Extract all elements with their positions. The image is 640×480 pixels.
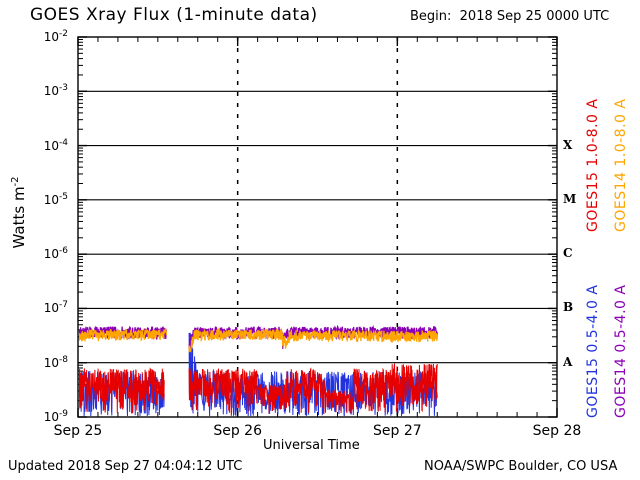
flare-class-label-m: M <box>563 191 577 206</box>
y-tick-label: 10-4 <box>22 138 68 153</box>
flare-class-label-b: B <box>563 300 574 315</box>
flare-class-label-c: C <box>563 246 573 261</box>
y-tick-exponent: -4 <box>59 137 68 148</box>
flare-class-label-x: X <box>563 137 573 152</box>
y-tick-mantissa: 10 <box>43 301 60 316</box>
x-tick-label: Sep 28 <box>532 423 582 439</box>
begin-time-label: Begin: 2018 Sep 25 0000 UTC <box>410 9 610 24</box>
y-tick-exponent: -5 <box>59 191 68 202</box>
y-tick-exponent: -7 <box>59 300 68 311</box>
y-tick-exponent: -9 <box>59 409 68 419</box>
legend-goes15-long: GOES15 1.0-8.0 A <box>585 98 601 232</box>
y-tick-mantissa: 10 <box>43 192 60 207</box>
y-tick-mantissa: 10 <box>43 30 60 44</box>
y-tick-label: 10-5 <box>22 192 68 207</box>
y-tick-exponent: -6 <box>59 246 68 257</box>
x-tick-label: Sep 25 <box>53 423 103 439</box>
y-tick-label: 10-3 <box>22 83 68 98</box>
y-tick-mantissa: 10 <box>43 247 60 262</box>
x-tick-label: Sep 27 <box>373 423 422 439</box>
y-tick-label: 10-2 <box>22 29 68 44</box>
legend-goes15-short: GOES15 0.5-4.0 A <box>585 284 601 418</box>
credit-label: NOAA/SWPC Boulder, CO USA <box>424 459 618 474</box>
legend-goes14-short: GOES14 0.5-4.0 A <box>613 284 629 418</box>
y-tick-mantissa: 10 <box>43 410 60 424</box>
legend-goes14-long: GOES14 1.0-8.0 A <box>613 98 629 232</box>
updated-timestamp: Updated 2018 Sep 27 04:04:12 UTC <box>8 459 243 474</box>
y-tick-exponent: -3 <box>59 83 68 94</box>
y-tick-label: 10-9 <box>22 409 68 424</box>
page-title: GOES Xray Flux (1-minute data) <box>30 5 318 25</box>
flare-class-label-a: A <box>563 354 573 369</box>
y-tick-mantissa: 10 <box>43 84 60 99</box>
y-tick-label: 10-6 <box>22 246 68 261</box>
y-tick-mantissa: 10 <box>43 138 60 153</box>
y-tick-mantissa: 10 <box>43 355 60 370</box>
trace-goes15-long <box>79 363 438 416</box>
y-tick-exponent: -8 <box>59 354 68 365</box>
y-tick-label: 10-7 <box>22 300 68 315</box>
x-axis-label: Universal Time <box>263 438 360 453</box>
trace-goes14-long <box>79 327 438 353</box>
plot-frame <box>77 36 558 418</box>
x-tick-label: Sep 26 <box>213 423 262 439</box>
y-tick-label: 10-8 <box>22 355 68 370</box>
y-tick-exponent: -2 <box>59 29 68 39</box>
